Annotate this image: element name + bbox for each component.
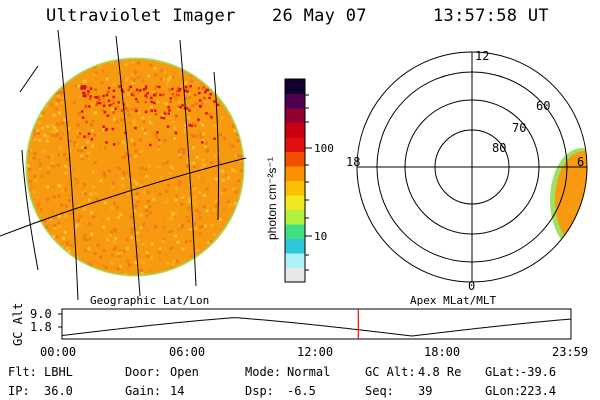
status-value: 14 bbox=[170, 384, 184, 398]
status-value: -6.5 bbox=[287, 384, 316, 398]
mlat-label-60: 60 bbox=[536, 99, 550, 113]
intensity-colorbar: 100 10 photon cm⁻²s⁻¹ bbox=[265, 78, 334, 283]
alt-ytick-1-8: 1.8 bbox=[30, 320, 52, 334]
status-label: Seq: bbox=[365, 384, 394, 398]
status-label: Dsp: bbox=[245, 384, 274, 398]
status-label: IP: bbox=[8, 384, 30, 398]
status-label: Mode: bbox=[245, 365, 281, 379]
status-value: -39.6 bbox=[520, 365, 556, 379]
status-label: Flt: bbox=[8, 365, 37, 379]
colorbar-cell bbox=[285, 122, 305, 138]
colorbar-cell bbox=[285, 79, 305, 94]
alt-ylabel: GC Alt bbox=[11, 303, 25, 346]
colorbar-cell bbox=[285, 151, 305, 167]
app-title: Ultraviolet Imager bbox=[46, 6, 236, 26]
alt-xtick-1800: 18:00 bbox=[424, 345, 460, 359]
colorbar-cell bbox=[285, 267, 305, 283]
status-value: Open bbox=[170, 365, 199, 379]
alt-xtick-2359: 23:59 bbox=[552, 345, 588, 359]
status-label: GLon: bbox=[485, 384, 521, 398]
colorbar-unit-label: photon cm⁻²s⁻¹ bbox=[265, 157, 279, 240]
mlt-label-6: 6 bbox=[577, 155, 584, 169]
apex-mlat-mlt-panel: 12 6 0 18 60 70 80 bbox=[346, 49, 588, 293]
colorbar-tick-10: 10 bbox=[314, 230, 327, 243]
apex-panel-label: Apex MLat/MLT bbox=[410, 294, 496, 307]
colorbar-tick-100: 100 bbox=[314, 142, 334, 155]
status-value: 223.4 bbox=[520, 384, 556, 398]
geographic-image-panel bbox=[0, 29, 247, 301]
colorbar-cell bbox=[285, 253, 305, 268]
status-value: 39 bbox=[418, 384, 432, 398]
colorbar-cell bbox=[285, 93, 305, 109]
status-label: Gain: bbox=[125, 384, 161, 398]
status-value: 36.0 bbox=[44, 384, 73, 398]
status-label: GLat: bbox=[485, 365, 521, 379]
status-value: Normal bbox=[287, 365, 330, 379]
colorbar-cell bbox=[285, 209, 305, 225]
colorbar-cell bbox=[285, 195, 305, 210]
status-value: LBHL bbox=[44, 365, 73, 379]
alt-xtick-0000: 00:00 bbox=[40, 345, 76, 359]
status-value: 4.8 Re bbox=[418, 365, 461, 379]
colorbar-cell bbox=[285, 180, 305, 196]
alt-ytick-9: 9.0 bbox=[30, 307, 52, 321]
colorbar-cell bbox=[285, 108, 305, 123]
mlat-label-70: 70 bbox=[512, 121, 526, 135]
colorbar-cell bbox=[285, 137, 305, 152]
colorbar-cell bbox=[285, 224, 305, 239]
mlt-label-0: 0 bbox=[468, 279, 475, 293]
alt-xtick-0600: 06:00 bbox=[169, 345, 205, 359]
status-label: GC Alt: bbox=[365, 365, 416, 379]
colorbar-cell bbox=[285, 238, 305, 254]
mlt-label-18: 18 bbox=[346, 155, 360, 169]
alt-xtick-1200: 12:00 bbox=[297, 345, 333, 359]
geographic-panel-label: Geographic Lat/Lon bbox=[90, 294, 209, 307]
altitude-timeline: 9.0 1.8 GC Alt 00:00 06:00 12:00 18:00 2… bbox=[11, 303, 588, 359]
mlt-label-12: 12 bbox=[475, 49, 489, 63]
polar-grid bbox=[356, 51, 588, 283]
altitude-curve bbox=[62, 317, 571, 337]
latlon-grid bbox=[0, 29, 247, 301]
time-label: 13:57:58 UT bbox=[433, 6, 549, 26]
date-label: 26 May 07 bbox=[272, 6, 367, 26]
status-label: Door: bbox=[125, 365, 161, 379]
instrument-status-grid: Flt: LBHL Door: Open Mode: Normal GC Alt: 4.8 R… bbox=[8, 365, 556, 398]
mlat-label-80: 80 bbox=[492, 141, 506, 155]
colorbar-cell bbox=[285, 166, 305, 181]
